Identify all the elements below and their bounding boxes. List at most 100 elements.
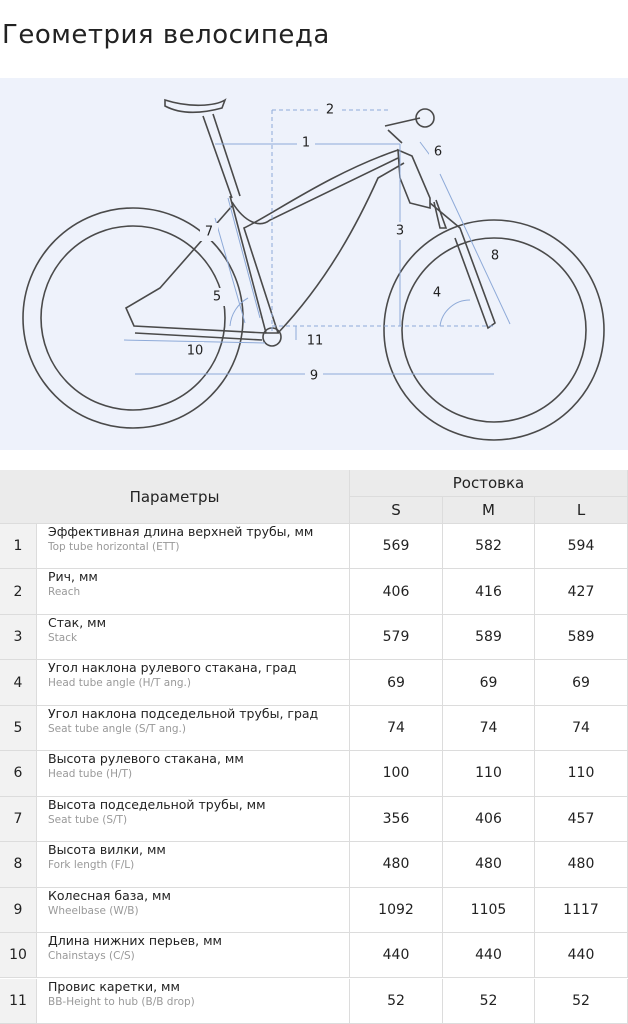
size-value: 440 <box>443 933 535 979</box>
label-background <box>486 247 504 265</box>
parameter-subtitle: Head tube (H/T) <box>48 768 133 781</box>
parameter-subtitle: Chainstays (C/S) <box>48 950 135 963</box>
dimension-label: 7 <box>205 225 213 240</box>
label-background <box>391 222 409 240</box>
size-value: 110 <box>535 751 628 797</box>
parameter-cell: Стак, мм Stack <box>37 614 350 661</box>
size-value: 406 <box>443 796 535 843</box>
parameter-subtitle: BB-Height to hub (B/B drop) <box>48 995 195 1008</box>
dimension-label: 6 <box>434 145 442 160</box>
bike-diagram: 2 1 6 7 3 8 5 4 10 11 9 <box>0 78 628 450</box>
row-number: 11 <box>0 978 37 1024</box>
size-value: 52 <box>535 978 628 1024</box>
size-value: 589 <box>535 614 628 661</box>
label-background <box>297 134 315 152</box>
parameter-name: Угол наклона рулевого стакана, град <box>48 660 297 676</box>
page-title: Геометрия велосипеда <box>2 20 330 50</box>
parameter-name: Провис каретки, мм <box>48 978 180 994</box>
size-value: 457 <box>535 796 628 843</box>
size-header: S <box>350 497 443 524</box>
parameter-subtitle: Fork length (F/L) <box>48 859 135 872</box>
parameter-subtitle: Seat tube (S/T) <box>48 813 128 826</box>
row-number: 3 <box>0 614 37 661</box>
parameter-subtitle: Stack <box>48 631 78 644</box>
parameter-name: Эффективная длина верхней трубы, мм <box>48 524 314 539</box>
parameter-subtitle: Head tube angle (H/T ang.) <box>48 677 191 690</box>
dimension-label: 9 <box>310 369 318 384</box>
diagram-background <box>0 78 628 450</box>
label-background <box>428 284 446 302</box>
dimension-label: 11 <box>307 334 324 349</box>
parameter-cell: Высота вилки, мм Fork length (F/L) <box>37 842 350 888</box>
label-background <box>306 332 324 350</box>
parameter-name: Стак, мм <box>48 614 107 630</box>
size-value: 440 <box>535 933 628 979</box>
parameter-name: Колесная база, мм <box>48 887 171 903</box>
parameter-name: Высота подседельной трубы, мм <box>48 796 266 812</box>
size-value: 589 <box>443 614 535 661</box>
size-value: 100 <box>350 751 443 797</box>
size-value: 440 <box>350 933 443 979</box>
size-value: 110 <box>443 751 535 797</box>
parameter-cell: Рич, мм Reach <box>37 569 350 615</box>
row-number: 1 <box>0 524 37 570</box>
label-background <box>321 101 339 119</box>
size-value: 356 <box>350 796 443 843</box>
dimension-label: 1 <box>302 136 310 151</box>
parameter-subtitle: Top tube horizontal (ETT) <box>48 541 180 553</box>
size-value: 480 <box>443 842 535 888</box>
parameter-cell: Эффективная длина верхней трубы, мм Top t… <box>37 524 350 570</box>
size-value: 69 <box>443 660 535 706</box>
label-background <box>305 367 323 385</box>
size-value: 74 <box>535 705 628 752</box>
parameter-cell: Провис каретки, мм BB-Height to hub (B/B … <box>37 978 350 1024</box>
size-value: 416 <box>443 569 535 615</box>
sizing-header: Ростовка <box>350 470 628 497</box>
size-value: 1105 <box>443 887 535 934</box>
row-number: 6 <box>0 751 37 797</box>
size-value: 480 <box>350 842 443 888</box>
dimension-label: 4 <box>433 286 441 301</box>
parameter-name: Рич, мм <box>48 569 98 585</box>
label-background <box>200 223 218 241</box>
dimension-label: 5 <box>213 290 221 305</box>
parameter-cell: Длина нижних перьев, мм Chainstays (C/S) <box>37 933 350 979</box>
size-value: 582 <box>443 524 535 570</box>
size-value: 52 <box>443 978 535 1024</box>
row-number: 8 <box>0 842 37 888</box>
size-header: L <box>535 497 628 524</box>
size-value: 1092 <box>350 887 443 934</box>
parameter-cell: Угол наклона подседельной трубы, град Sea… <box>37 705 350 752</box>
size-value: 569 <box>350 524 443 570</box>
row-number: 2 <box>0 569 37 615</box>
dimension-label: 10 <box>187 344 204 359</box>
dimension-label: 8 <box>491 249 499 264</box>
parameter-cell: Высота подседельной трубы, мм Seat tube (… <box>37 796 350 843</box>
parameter-cell: Угол наклона рулевого стакана, град Head … <box>37 660 350 706</box>
size-value: 69 <box>535 660 628 706</box>
row-number: 10 <box>0 933 37 979</box>
size-value: 52 <box>350 978 443 1024</box>
parameter-subtitle: Reach <box>48 586 81 599</box>
row-number: 4 <box>0 660 37 706</box>
size-value: 594 <box>535 524 628 570</box>
row-number: 7 <box>0 796 37 843</box>
bike-drawing <box>22 98 605 441</box>
parameter-name: Угол наклона подседельной трубы, град <box>48 705 319 721</box>
row-number: 9 <box>0 887 37 934</box>
label-background <box>186 342 204 360</box>
size-header: M <box>443 497 535 524</box>
dimension-label: 3 <box>396 224 404 239</box>
size-value: 1117 <box>535 887 628 934</box>
parameter-subtitle: Seat tube angle (S/T ang.) <box>48 722 186 735</box>
row-number: 5 <box>0 705 37 752</box>
size-value: 74 <box>350 705 443 752</box>
size-value: 74 <box>443 705 535 752</box>
size-value: 480 <box>535 842 628 888</box>
parameter-subtitle: Wheelbase (W/B) <box>48 904 139 917</box>
label-background <box>429 143 447 161</box>
parameter-cell: Высота рулевого стакана, мм Head tube (H/… <box>37 751 350 797</box>
parameter-name: Длина нижних перьев, мм <box>48 933 222 949</box>
parameter-cell: Колесная база, мм Wheelbase (W/B) <box>37 887 350 934</box>
